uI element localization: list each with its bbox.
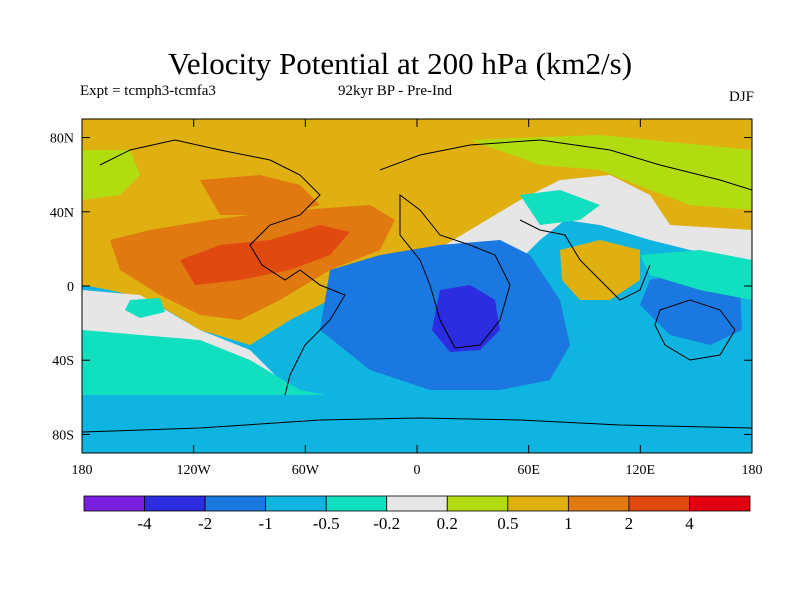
lon-tick-label: 60E — [517, 463, 540, 478]
coastlines — [82, 139, 752, 433]
lat-tick-label: 80N — [50, 132, 74, 147]
colorbar-label: -1 — [259, 514, 273, 533]
lon-tick-label: 120W — [177, 463, 212, 478]
colorbar-label: 0.5 — [497, 514, 518, 533]
lat-tick-label: 40S — [52, 354, 74, 369]
lat-tick-label: 0 — [67, 280, 74, 295]
colorbar-swatch — [446, 495, 509, 512]
experiment-label: Expt = tcmph3-tcmfa3 — [80, 83, 216, 99]
colorbar-label: -0.2 — [373, 514, 400, 533]
longitude-axis: 180 120W 60W 0 60E 120E 180 — [72, 119, 763, 478]
colorbar-label: 2 — [625, 514, 634, 533]
colorbar-swatch — [204, 495, 267, 512]
colorbar-label: 1 — [564, 514, 573, 533]
lon-tick-label: 0 — [414, 463, 421, 478]
lat-tick-label: 40N — [50, 206, 74, 221]
colorbar-swatch — [83, 495, 145, 512]
lon-tick-label: 180 — [742, 463, 763, 478]
period-label: 92kyr BP - Pre-Ind — [338, 83, 453, 99]
colorbar: -4 -2 -1 -0.5 -0.2 0.2 0.5 1 2 4 — [83, 495, 751, 533]
season-label: DJF — [728, 89, 754, 105]
colorbar-swatch — [507, 495, 569, 512]
map-title: Velocity Potential at 200 hPa (km2/s) — [167, 46, 633, 81]
lon-tick-label: 180 — [72, 463, 93, 478]
colorbar-swatch — [567, 495, 630, 512]
colorbar-label: 0.2 — [437, 514, 458, 533]
contour-fill — [82, 119, 752, 453]
colorbar-label: 4 — [685, 514, 694, 533]
colorbar-swatch — [325, 495, 388, 512]
lon-tick-label: 60W — [292, 463, 320, 478]
lon-tick-label: 120E — [626, 463, 656, 478]
colorbar-swatch — [689, 495, 751, 512]
colorbar-label: -0.5 — [313, 514, 340, 533]
lat-tick-label: 80S — [52, 428, 74, 443]
colorbar-swatch — [386, 495, 448, 512]
colorbar-label: -4 — [137, 514, 152, 533]
colorbar-label: -2 — [198, 514, 212, 533]
latitude-axis: 80N 40N 0 40S 80S — [50, 132, 752, 443]
colorbar-swatch — [144, 495, 206, 512]
colorbar-swatch — [628, 495, 690, 512]
colorbar-swatch — [265, 495, 327, 512]
